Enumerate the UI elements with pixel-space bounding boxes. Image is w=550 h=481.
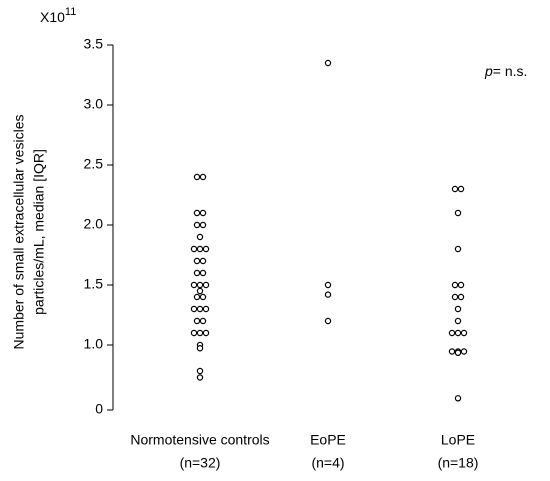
data-point — [190, 281, 198, 289]
data-point — [454, 245, 462, 253]
data-point — [202, 329, 210, 337]
y-tick-label: 2.5 — [84, 156, 104, 172]
data-point — [451, 281, 459, 289]
data-point — [193, 317, 201, 325]
data-point — [196, 245, 204, 253]
data-point — [457, 293, 465, 301]
data-point — [454, 349, 462, 356]
data-point — [451, 293, 459, 301]
data-point — [196, 329, 204, 337]
data-point — [324, 317, 332, 325]
y-tick-label: 2.0 — [84, 216, 104, 232]
y-tick-label: 3.0 — [84, 96, 104, 112]
data-point — [451, 185, 459, 193]
data-point — [324, 291, 332, 298]
data-point — [457, 281, 465, 289]
data-point — [193, 209, 201, 217]
data-point — [190, 245, 198, 253]
data-point — [202, 305, 210, 313]
data-point — [196, 287, 204, 295]
data-point — [193, 173, 201, 181]
data-point — [460, 348, 468, 355]
x-tick-count: (n=4) — [311, 455, 344, 471]
data-point — [454, 395, 462, 402]
x-tick-count: (n=32) — [180, 455, 221, 471]
data-point — [448, 329, 456, 337]
data-point — [199, 173, 207, 181]
data-point — [454, 317, 462, 325]
data-point — [190, 305, 198, 313]
data-point — [199, 269, 207, 277]
data-point — [199, 317, 207, 325]
data-point — [199, 221, 207, 229]
data-point — [196, 367, 204, 375]
x-tick-label: LoPE — [441, 432, 475, 448]
y-tick-label: 1.0 — [84, 336, 104, 352]
data-point — [324, 59, 332, 67]
x-tick-label: EoPE — [310, 432, 346, 448]
data-point — [454, 329, 462, 337]
x-tick-label: Normotensive controls — [130, 432, 269, 448]
y-label-line1: Number of small extracellular vesicles — [11, 115, 27, 350]
data-point — [190, 329, 198, 337]
data-point — [196, 374, 204, 381]
data-point — [454, 209, 462, 217]
data-point — [199, 257, 207, 265]
x-tick-count: (n=18) — [438, 455, 479, 471]
y-tick-label: 0 — [95, 401, 103, 417]
data-point — [199, 209, 207, 217]
data-point — [193, 293, 201, 301]
data-point — [202, 281, 210, 289]
data-point — [196, 233, 204, 241]
y-label-line2: particles/mL, median [IQR] — [31, 149, 47, 315]
data-point — [454, 305, 462, 313]
data-point — [196, 305, 204, 313]
data-point — [196, 345, 204, 352]
data-point — [199, 293, 207, 301]
data-point — [324, 281, 332, 289]
data-point — [196, 281, 204, 289]
data-point — [460, 329, 468, 337]
data-point — [202, 245, 210, 253]
data-point — [193, 257, 201, 265]
data-point — [448, 348, 456, 355]
y-tick-label: 1.5 — [84, 276, 104, 292]
data-point — [457, 185, 465, 193]
annotation: p= n.s. — [484, 63, 527, 79]
y-multiplier: X1011 — [40, 6, 76, 25]
data-point — [193, 221, 201, 229]
data-point — [193, 269, 201, 277]
y-tick-label: 3.5 — [84, 36, 104, 52]
